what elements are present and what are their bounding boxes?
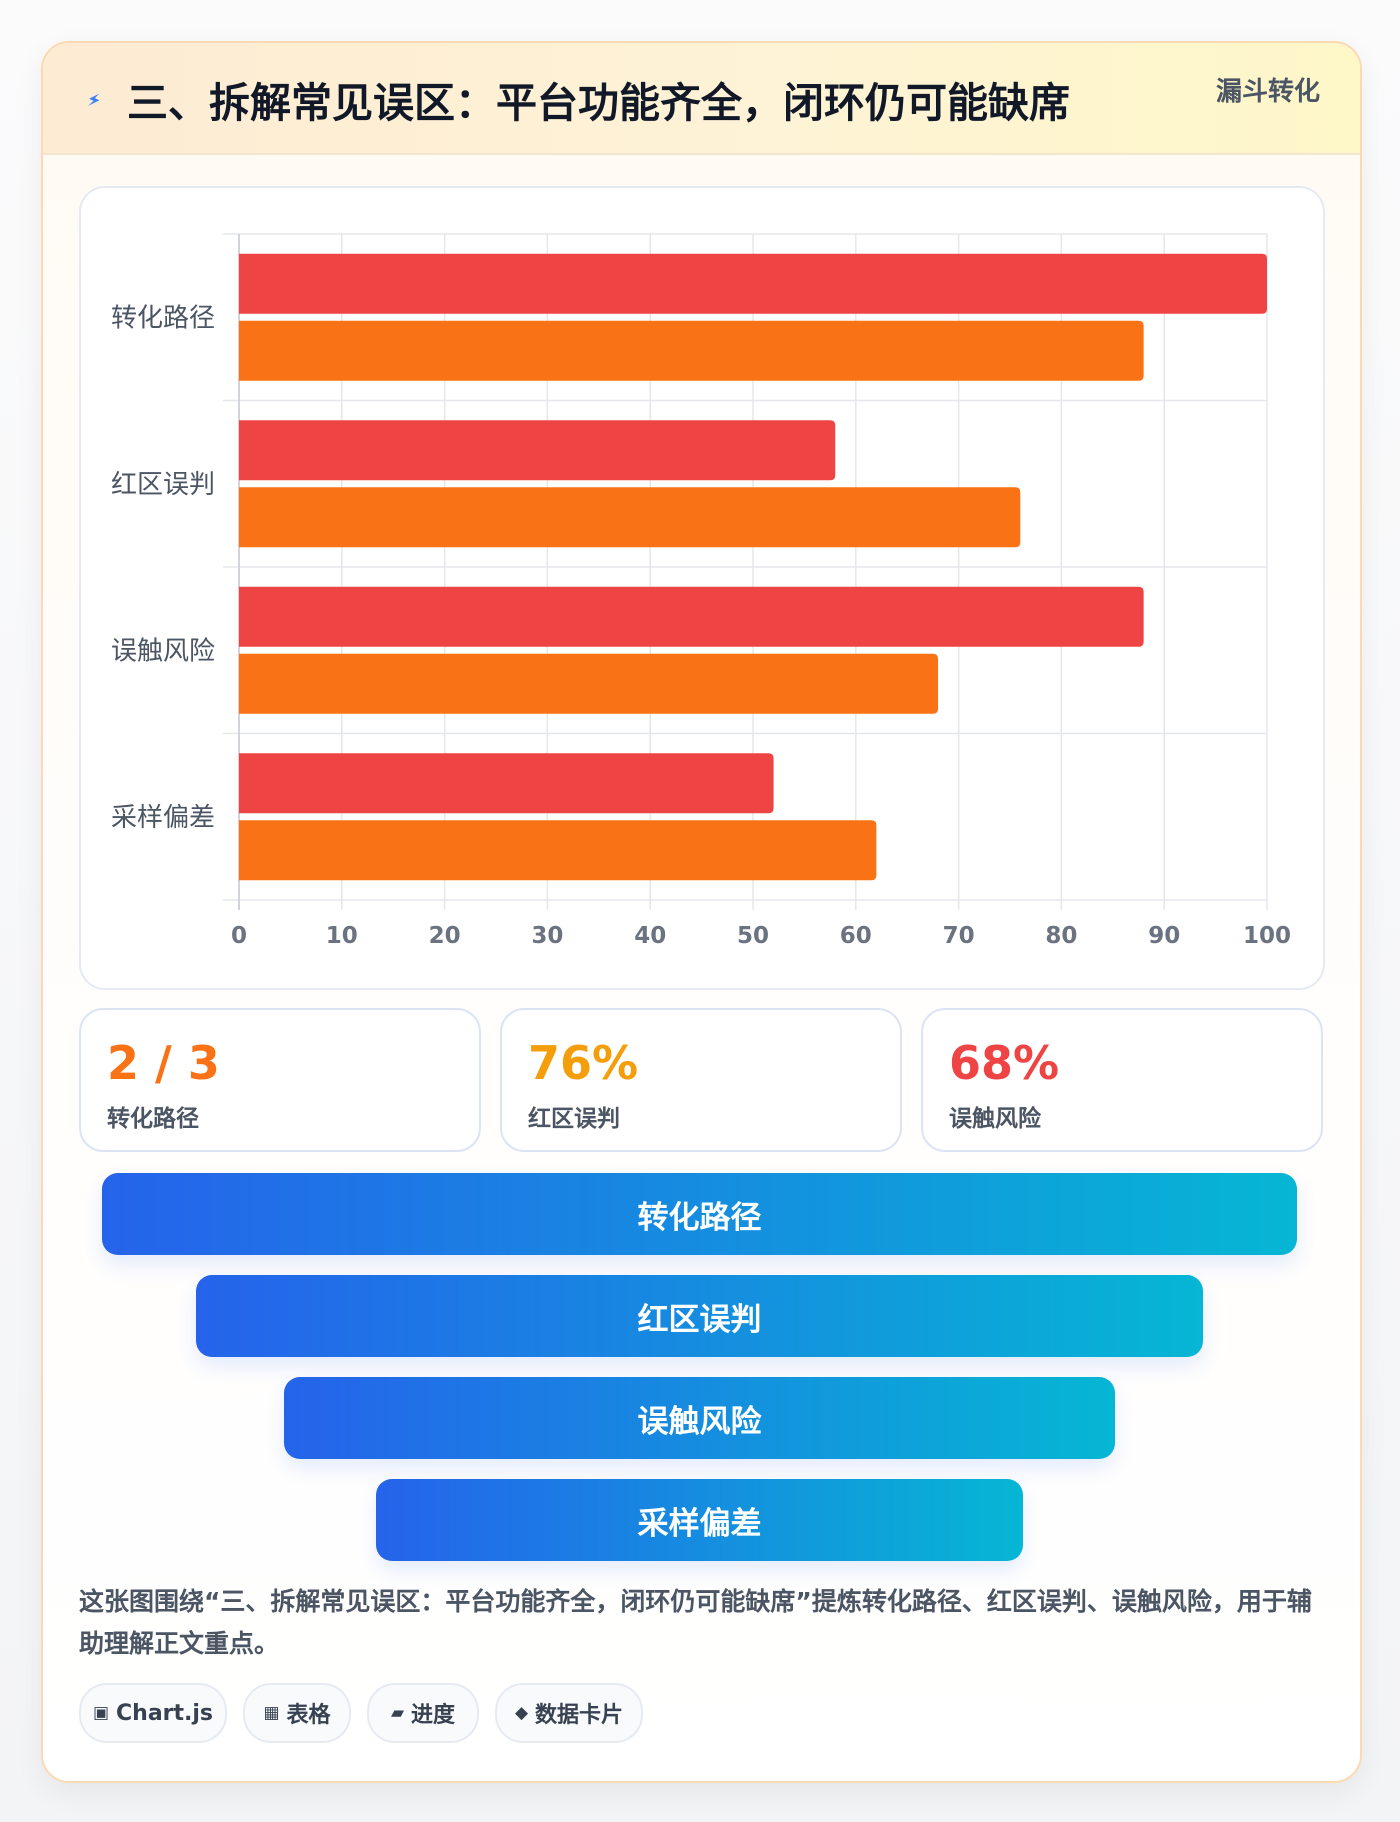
card-header: 三、拆解常见误区：平台功能齐全，闭环仍可能缺席 漏斗转化 (43, 43, 1360, 155)
x-tick-label: 100 (1243, 923, 1291, 949)
x-tick-label: 30 (531, 923, 563, 949)
figure-card: 三、拆解常见误区：平台功能齐全，闭环仍可能缺席 漏斗转化 0 10 20 30 40 50… (41, 41, 1362, 1783)
table-icon: ▦ (263, 1703, 280, 1723)
bar (239, 653, 939, 714)
chip-label: Chart.js (116, 1700, 214, 1726)
chip-data-card: ◆ 数据卡片 (495, 1683, 643, 1743)
stat-value: 68% (949, 1036, 1060, 1090)
y-category-label: 误触风险 (111, 636, 215, 666)
diamond-icon: ◆ (514, 1703, 529, 1723)
lightning-icon (87, 93, 100, 106)
stat-label: 转化路径 (107, 1106, 199, 1132)
header-tag: 漏斗转化 (1215, 77, 1320, 107)
stat-label: 误触风险 (949, 1106, 1041, 1132)
y-category-label: 红区误判 (111, 470, 215, 500)
funnel-stage: 红区误判 (196, 1275, 1203, 1357)
x-tick-label: 40 (634, 923, 666, 949)
y-category-label: 转化路径 (111, 303, 215, 333)
progress-icon: ▰ (390, 1703, 405, 1723)
stat-value: 76% (528, 1036, 639, 1090)
chip-chartjs: ▣ Chart.js (79, 1683, 227, 1743)
bar (239, 420, 836, 481)
bar (239, 586, 1144, 647)
x-tick-label: 10 (326, 923, 358, 949)
chip-table: ▦ 表格 (243, 1683, 351, 1743)
x-tick-label: 80 (1045, 923, 1077, 949)
x-tick-label: 0 (231, 923, 247, 949)
chart-icon: ▣ (92, 1703, 110, 1723)
stat-card: 76% 红区误判 (500, 1008, 902, 1152)
stat-label: 红区误判 (528, 1106, 620, 1132)
x-tick-label: 60 (840, 923, 872, 949)
stat-cards: 2 / 3 转化路径 76% 红区误判 68% 误触风险 (79, 1008, 1323, 1152)
x-tick-label: 90 (1148, 923, 1180, 949)
bar (239, 820, 877, 881)
figure-caption: 这张图围绕“三、拆解常见误区：平台功能齐全，闭环仍可能缺席”提炼转化路径、红区误… (79, 1587, 1312, 1658)
stat-card: 2 / 3 转化路径 (79, 1008, 481, 1152)
x-tick-label: 70 (943, 923, 975, 949)
bar (239, 320, 1144, 381)
bar (239, 753, 774, 814)
funnel-stage: 误触风险 (284, 1377, 1115, 1459)
chip-label: 数据卡片 (535, 1703, 624, 1728)
bar (239, 253, 1267, 314)
bar (239, 487, 1021, 548)
card-title: 三、拆解常见误区：平台功能齐全，闭环仍可能缺席 (127, 79, 1070, 127)
stat-card: 68% 误触风险 (921, 1008, 1323, 1152)
y-category-label: 采样偏差 (111, 803, 215, 833)
stat-value: 2 / 3 (107, 1036, 220, 1090)
funnel-stage: 采样偏差 (376, 1479, 1023, 1561)
chart-panel: 0 10 20 30 40 50 60 70 80 90 100 转化路径红区误判误触风险采样偏差 (79, 186, 1325, 990)
funnel-stage: 转化路径 (102, 1173, 1297, 1255)
chip-label: 表格 (286, 1703, 331, 1728)
chip-progress: ▰ 进度 (367, 1683, 479, 1743)
x-tick-label: 20 (429, 923, 461, 949)
x-tick-label: 50 (737, 923, 769, 949)
chip-label: 进度 (411, 1703, 456, 1728)
